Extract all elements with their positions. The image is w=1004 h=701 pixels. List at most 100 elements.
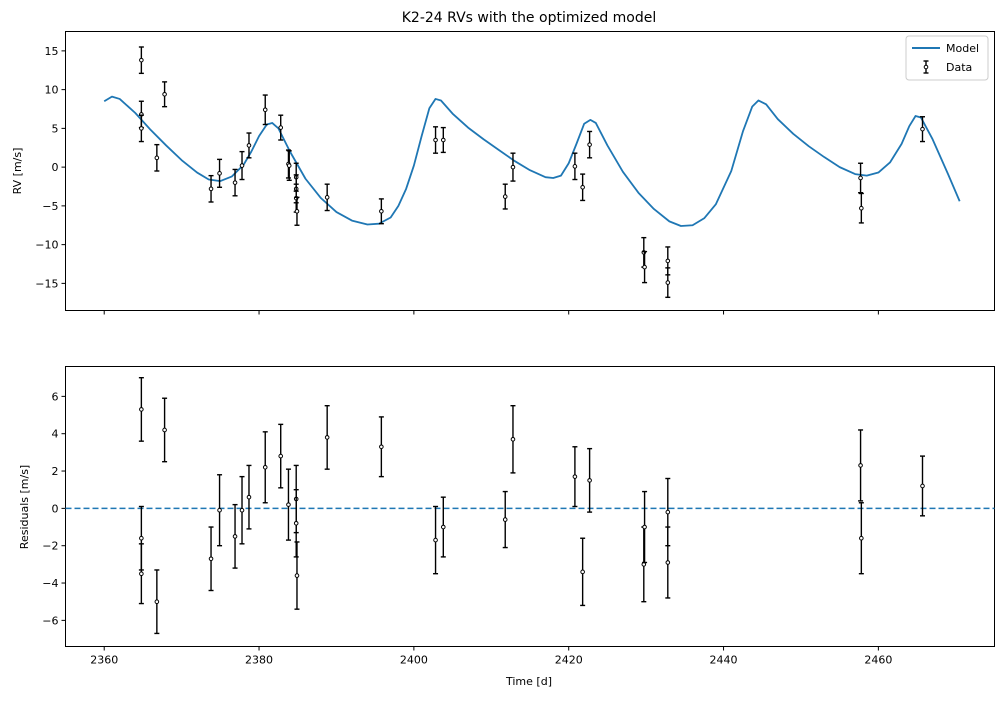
data-marker — [433, 137, 438, 143]
data-marker — [294, 209, 300, 214]
rv-data-point — [138, 46, 144, 75]
rv-data-point — [239, 150, 245, 181]
data-marker — [262, 465, 268, 470]
data-marker — [293, 521, 299, 526]
data-marker — [162, 91, 167, 97]
data-marker — [572, 474, 578, 479]
data-marker — [294, 573, 300, 578]
rv-data-point — [294, 196, 300, 226]
data-marker — [246, 143, 252, 148]
residuals-y-tick-label: −6 — [42, 614, 58, 627]
residuals-data-point — [858, 502, 864, 575]
data-marker — [580, 569, 585, 575]
data-marker — [154, 599, 160, 605]
data-marker — [139, 571, 144, 577]
data-marker — [139, 57, 144, 63]
data-marker — [433, 537, 438, 543]
data-marker — [859, 205, 864, 211]
rv-data-point — [502, 183, 508, 210]
x-tick-label: 2440 — [710, 654, 738, 667]
residuals-data-point — [217, 474, 223, 547]
data-marker — [286, 163, 292, 168]
x-tick-label: 2460 — [864, 654, 892, 667]
x-tick-label: 2400 — [400, 654, 428, 667]
rv-y-tick-label: 0 — [52, 161, 59, 174]
residuals-y-tick-label: 6 — [52, 390, 59, 403]
residuals-data-point — [858, 429, 864, 502]
rv-data-point — [262, 94, 268, 126]
rv-data-point — [208, 174, 214, 203]
data-marker — [239, 163, 245, 168]
data-marker — [440, 137, 446, 143]
rv-y-axis-label: RV [m/s] — [11, 148, 24, 195]
data-marker — [502, 194, 508, 199]
rv-data-point — [246, 132, 252, 159]
rv-data-point — [641, 236, 647, 268]
data-marker — [587, 142, 592, 147]
residuals-y-tick-label: −4 — [42, 577, 58, 590]
x-tick-label: 2360 — [90, 654, 118, 667]
residuals-data-point — [154, 569, 160, 635]
residuals-y-axis-label: Residuals [m/s] — [18, 465, 31, 549]
residuals-data-point — [665, 526, 671, 599]
data-marker — [502, 517, 508, 522]
residuals-data-point — [502, 490, 508, 549]
residuals-data-point — [580, 537, 586, 607]
rv-data-point — [858, 192, 864, 224]
data-marker — [920, 483, 925, 489]
chart-title: K2-24 RVs with the optimized model — [402, 10, 657, 26]
residuals-data-point — [262, 431, 268, 504]
rv-data-point — [665, 267, 671, 299]
residuals-data-point — [642, 490, 648, 564]
data-marker — [232, 534, 238, 539]
data-marker — [162, 427, 167, 433]
rv-data-point — [138, 114, 144, 143]
rv-data-point — [580, 173, 586, 202]
x-axis-label: Time [d] — [505, 675, 552, 688]
data-marker — [278, 453, 284, 459]
rv-y-tick-label: −10 — [35, 239, 58, 252]
residuals-data-point — [920, 455, 926, 517]
rv-plot-frame — [65, 31, 995, 311]
rv-data-point — [433, 126, 439, 154]
residuals-data-point — [239, 475, 245, 545]
residuals-data-point — [278, 423, 284, 489]
rv-data-point — [278, 114, 284, 141]
data-marker — [665, 280, 671, 285]
data-marker — [642, 264, 647, 270]
data-marker — [580, 184, 585, 190]
residuals-data-point — [294, 541, 300, 610]
data-marker — [665, 560, 671, 565]
rv-y-tick-label: 15 — [45, 45, 59, 58]
residuals-data-point — [232, 503, 238, 569]
data-marker — [642, 524, 647, 530]
residuals-data-point — [293, 489, 299, 558]
residuals-data-point — [510, 405, 516, 474]
residuals-panel: 6 4 2 0 −2 −4 −6 2360 2380 2400 2420 2440 2460 Resi… — [18, 366, 995, 688]
legend-data-swatch — [923, 60, 929, 74]
data-marker — [217, 171, 222, 176]
data-marker — [379, 209, 384, 214]
rv-y-tick-label: −15 — [35, 277, 58, 290]
data-marker — [246, 494, 252, 500]
data-marker — [232, 180, 238, 185]
rv-data-point — [232, 168, 238, 197]
data-marker — [324, 195, 330, 200]
residuals-data-point — [138, 543, 144, 605]
rv-data-point — [858, 162, 864, 194]
rv-data-point — [920, 116, 926, 143]
rv-data-point — [324, 183, 330, 212]
data-marker — [278, 125, 284, 130]
data-marker — [858, 463, 863, 468]
x-tick-label: 2420 — [555, 654, 583, 667]
data-marker — [208, 556, 214, 562]
legend-data-label: Data — [946, 61, 972, 74]
data-marker — [440, 524, 446, 530]
residuals-data-point — [572, 446, 578, 508]
data-marker — [572, 164, 578, 169]
data-marker — [208, 186, 214, 192]
rv-data-point — [378, 198, 384, 225]
rv-y-tick-label: 5 — [52, 122, 59, 135]
data-marker — [665, 509, 671, 515]
